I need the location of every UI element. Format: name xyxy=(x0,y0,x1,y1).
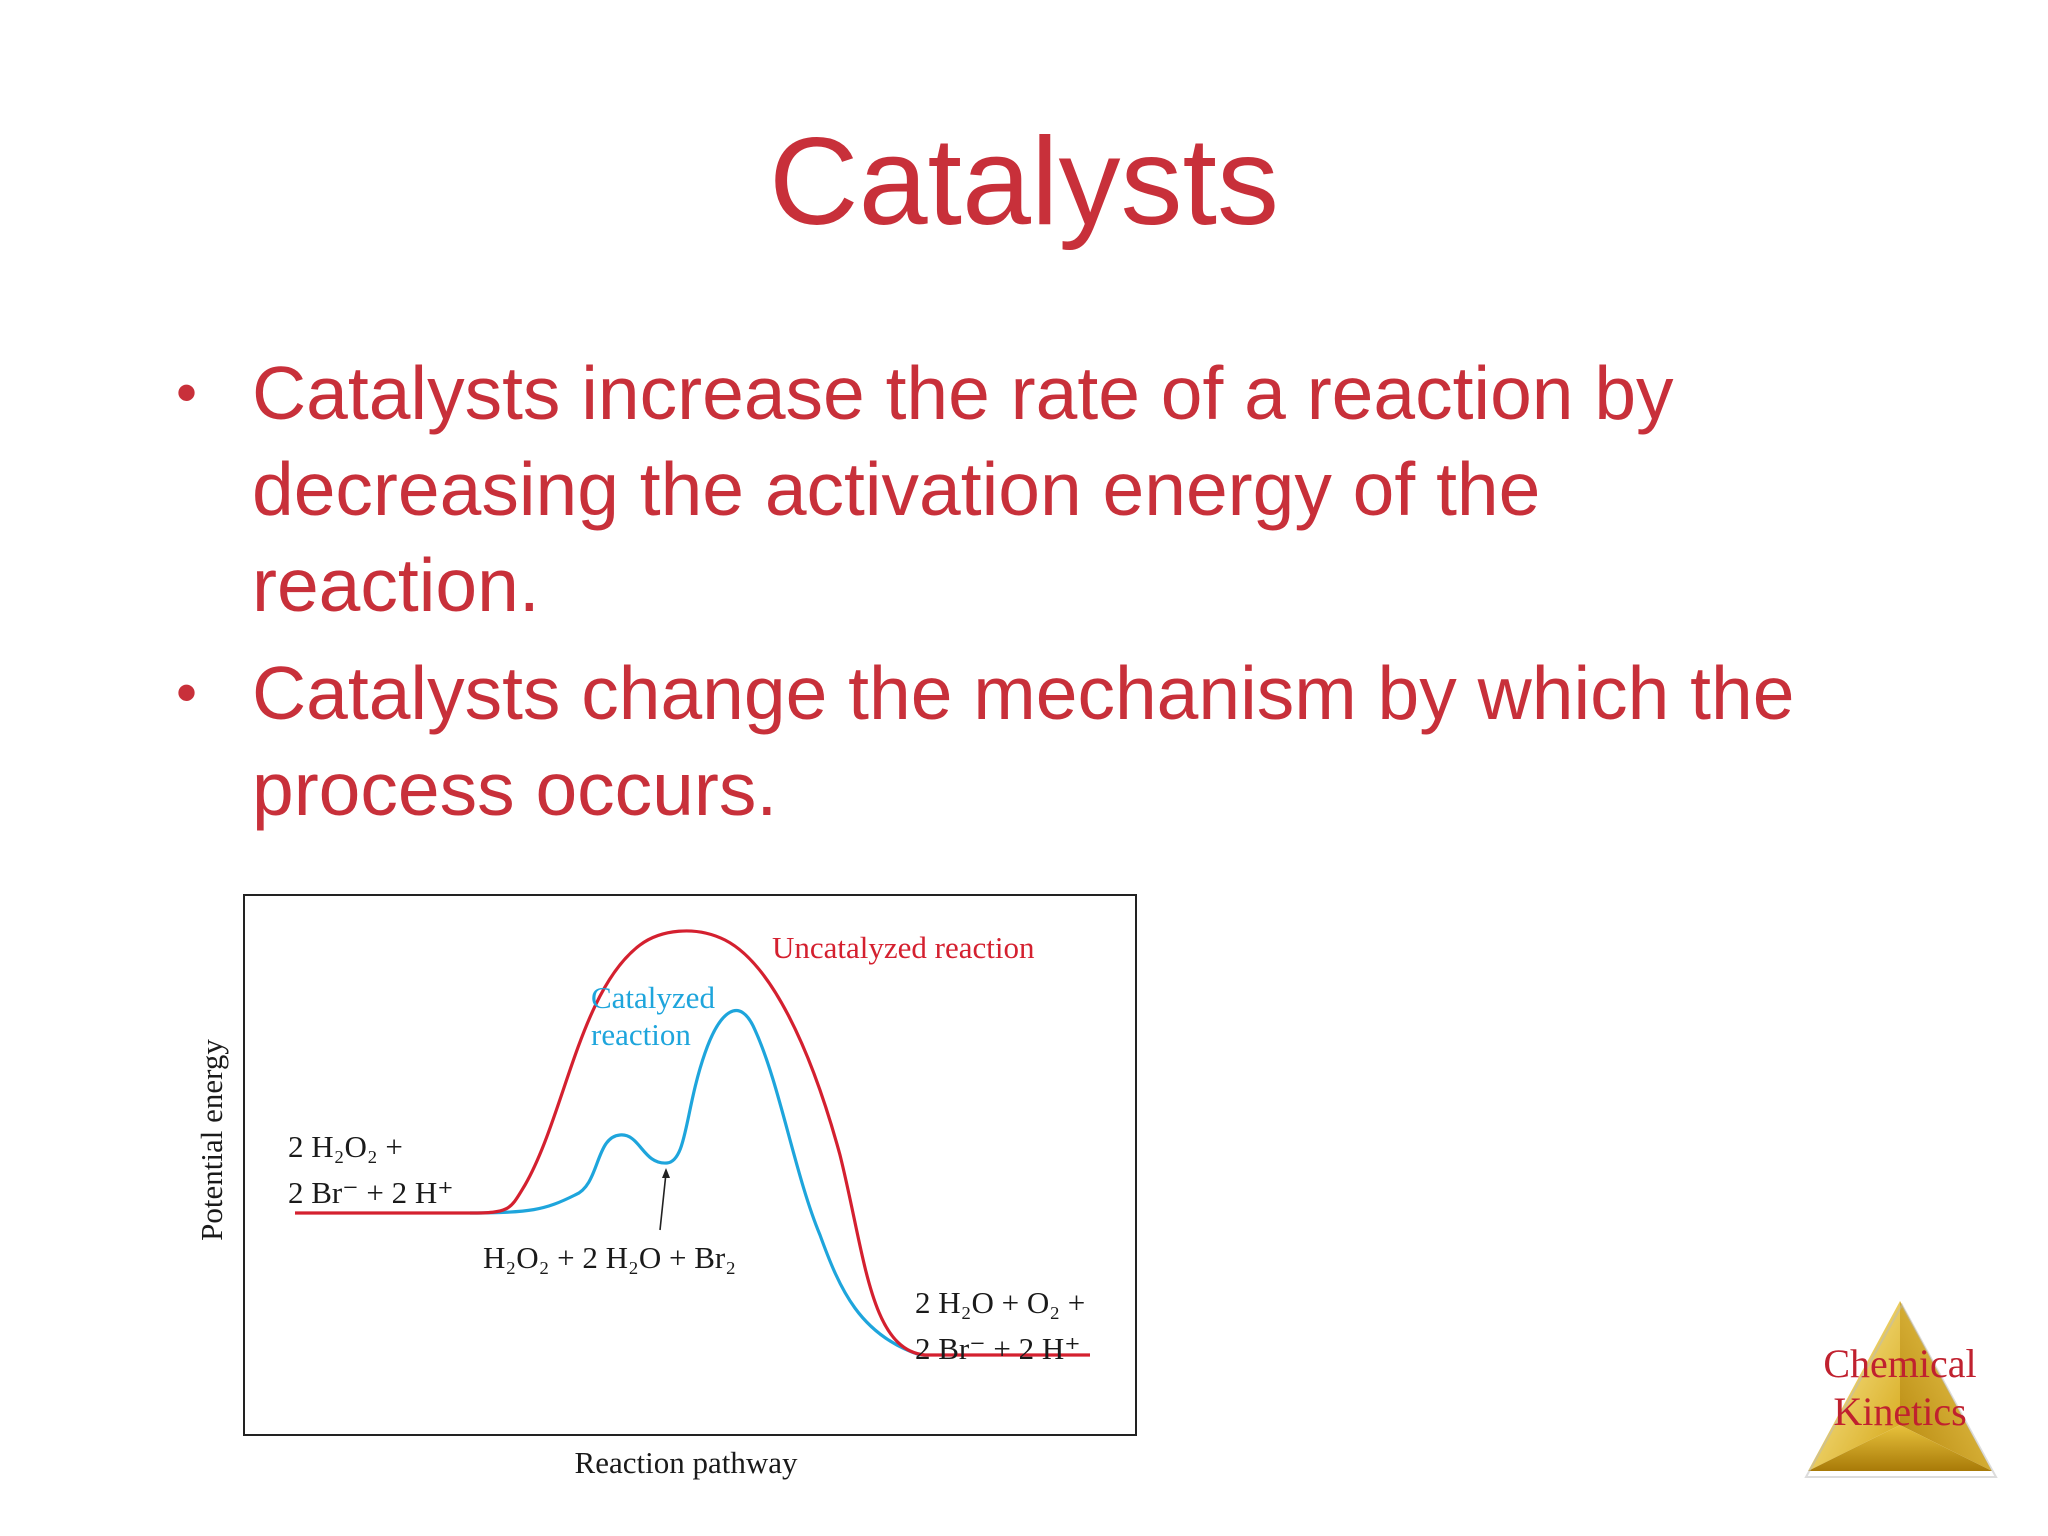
energy-diagram-svg: Uncatalyzed reaction Catalyzed reaction … xyxy=(194,894,1137,1480)
intermediate-arrow xyxy=(659,1172,667,1231)
bullet-text: Catalysts increase the rate of a reactio… xyxy=(252,351,1674,627)
intermediate-label: H₂O₂ + 2 H₂O + Br₂ xyxy=(483,1240,736,1275)
uncatalyzed-label: Uncatalyzed reaction xyxy=(772,930,1035,965)
reactants-line2: 2 Br⁻ + 2 H⁺ xyxy=(288,1175,454,1210)
reactants-line1: 2 H₂O₂ + xyxy=(288,1129,403,1164)
bullet-item: • Catalysts change the mechanism by which… xyxy=(170,645,1830,837)
badge-line1: Chemical xyxy=(1823,1341,1977,1386)
catalyzed-label-line1: Catalyzed xyxy=(591,980,715,1015)
x-axis-label: Reaction pathway xyxy=(575,1445,798,1480)
badge-line2: Kinetics xyxy=(1833,1389,1967,1434)
bullet-dot-icon: • xyxy=(176,659,198,726)
uncatalyzed-curve xyxy=(295,929,1090,1357)
y-axis-label: Potential energy xyxy=(194,1039,229,1241)
bullet-item: • Catalysts increase the rate of a reacti… xyxy=(170,345,1830,633)
catalyzed-curve xyxy=(469,1009,921,1357)
catalyzed-label-line2: reaction xyxy=(591,1017,691,1052)
bullet-text: Catalysts change the mechanism by which … xyxy=(252,651,1795,831)
energy-diagram: Uncatalyzed reaction Catalyzed reaction … xyxy=(180,885,1150,1525)
gold-triangle-icon xyxy=(1804,1301,1998,1478)
plot-frame xyxy=(243,894,1137,1436)
slide-title: Catalysts xyxy=(769,113,1279,251)
products-line1: 2 H₂O + O₂ + xyxy=(915,1285,1085,1320)
chemical-kinetics-badge: Chemical Kinetics xyxy=(1790,1295,2010,1485)
bullet-list: • Catalysts increase the rate of a reacti… xyxy=(170,345,1830,849)
arrow-head-icon xyxy=(662,1168,670,1178)
bullet-dot-icon: • xyxy=(176,359,198,426)
products-line2: 2 Br⁻ + 2 H⁺ xyxy=(915,1331,1081,1366)
